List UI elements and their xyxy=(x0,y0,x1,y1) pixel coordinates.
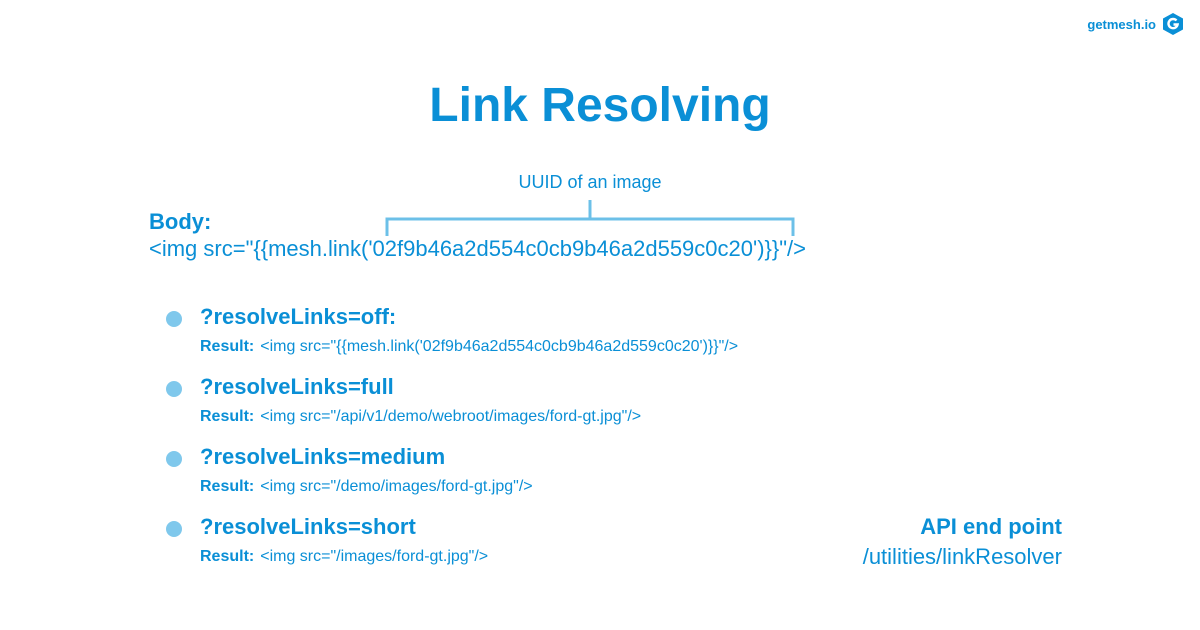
option-param: ?resolveLinks=full xyxy=(200,374,394,399)
bullet-icon xyxy=(166,521,182,537)
option-param: ?resolveLinks=medium xyxy=(200,444,446,469)
result-value: <img src="/demo/images/ford-gt.jpg"/> xyxy=(260,478,533,495)
uuid-annotation-label: UUID of an image xyxy=(518,172,662,192)
brand: getmesh.io xyxy=(1087,12,1184,36)
option-result: Result: <img src="{{mesh.link('02f9b46a2d… xyxy=(200,338,738,356)
api-endpoint: API end point /utilities/linkResolver xyxy=(863,514,1062,570)
gentics-mesh-logo-icon xyxy=(1163,13,1183,35)
api-endpoint-title: API end point xyxy=(920,514,1062,539)
result-label: Result: xyxy=(200,478,255,495)
result-value: <img src="/api/v1/demo/webroot/images/fo… xyxy=(260,408,642,425)
page-title: Link Resolving xyxy=(429,79,771,132)
api-endpoint-path: /utilities/linkResolver xyxy=(862,544,1062,569)
option-result: Result: <img src="/demo/images/ford-gt.jp… xyxy=(200,478,533,496)
option-result: Result: <img src="/images/ford-gt.jpg"/> xyxy=(200,548,488,566)
bullet-icon xyxy=(166,311,182,327)
body-code: <img src="{{mesh.link('02f9b46a2d554c0cb… xyxy=(149,236,806,261)
option-param: ?resolveLinks=off: xyxy=(200,304,397,329)
bullet-icon xyxy=(166,451,182,467)
uuid-bracket xyxy=(385,200,795,236)
option-result: Result: <img src="/api/v1/demo/webroot/im… xyxy=(200,408,641,426)
result-label: Result: xyxy=(200,338,255,355)
body-label: Body: xyxy=(149,209,212,234)
result-value: <img src="{{mesh.link('02f9b46a2d554c0cb… xyxy=(260,338,739,355)
option-param: ?resolveLinks=short xyxy=(200,514,416,539)
result-label: Result: xyxy=(200,408,255,425)
result-value: <img src="/images/ford-gt.jpg"/> xyxy=(260,548,489,565)
bullet-icon xyxy=(166,381,182,397)
brand-text: getmesh.io xyxy=(1087,16,1156,32)
result-label: Result: xyxy=(200,548,255,565)
